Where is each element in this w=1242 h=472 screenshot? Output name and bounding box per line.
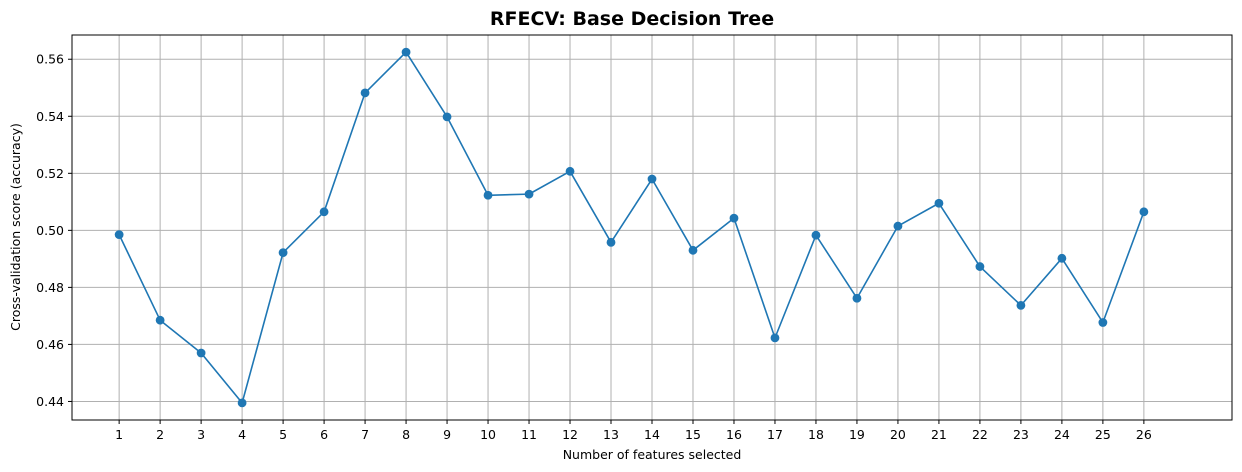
data-point xyxy=(975,262,985,271)
x-tick-label: 12 xyxy=(562,427,578,442)
data-point xyxy=(647,174,657,184)
x-tick-label: 17 xyxy=(767,427,783,442)
x-tick-label: 3 xyxy=(197,427,205,442)
data-point xyxy=(360,88,370,98)
data-point xyxy=(1016,300,1026,310)
x-tick-label: 13 xyxy=(603,427,619,442)
data-point xyxy=(565,166,575,176)
data-point xyxy=(524,189,534,199)
data-point xyxy=(770,333,780,343)
x-tick-label: 18 xyxy=(808,427,824,442)
series-line xyxy=(118,51,1145,404)
data-point xyxy=(852,293,862,303)
x-tick-label: 5 xyxy=(279,427,287,442)
x-tick-label: 6 xyxy=(320,427,328,442)
data-point xyxy=(401,47,411,57)
data-point xyxy=(442,112,452,122)
data-point xyxy=(1057,253,1067,263)
x-tick-label: 9 xyxy=(443,427,451,442)
x-tick-label: 2 xyxy=(156,427,164,442)
data-point xyxy=(483,190,493,200)
chart-title: RFECV: Base Decision Tree xyxy=(490,8,774,30)
x-tick-label: 10 xyxy=(480,427,496,442)
data-point xyxy=(893,221,903,231)
data-point xyxy=(319,207,329,217)
x-tick-label: 26 xyxy=(1136,427,1152,442)
x-tick-label: 19 xyxy=(849,427,865,442)
x-tick-label: 15 xyxy=(685,427,701,442)
x-tick-label: 4 xyxy=(238,427,246,442)
data-point xyxy=(811,230,821,240)
x-tick-label: 21 xyxy=(931,427,947,442)
data-point xyxy=(114,230,124,240)
data-point xyxy=(934,198,944,208)
x-tick-label: 7 xyxy=(361,427,369,442)
y-tick-label: 0.50 xyxy=(36,223,64,238)
x-tick-label: 22 xyxy=(972,427,988,442)
y-tick-label: 0.48 xyxy=(36,280,64,295)
x-tick-label: 16 xyxy=(726,427,742,442)
data-point xyxy=(606,237,616,247)
x-tick-label: 11 xyxy=(521,427,537,442)
y-axis-label: Cross-validation score (accuracy) xyxy=(8,123,23,331)
y-tick-label: 0.46 xyxy=(36,337,64,352)
data-point xyxy=(278,248,288,257)
y-tick-label: 0.52 xyxy=(36,166,64,181)
y-tick-label: 0.56 xyxy=(36,52,64,67)
data-point xyxy=(688,245,698,255)
data-point xyxy=(729,213,739,223)
data-point xyxy=(1098,318,1108,327)
x-tick-label: 25 xyxy=(1095,427,1111,442)
x-tick-label: 8 xyxy=(402,427,410,442)
y-axis: 0.44 0.46 0.48 0.50 0.52 0.54 0.56 xyxy=(36,52,72,409)
grid xyxy=(72,35,1232,420)
y-tick-label: 0.44 xyxy=(36,394,64,409)
x-tick-label: 20 xyxy=(890,427,906,442)
x-axis: 1 2 3 4 5 6 7 8 9 10 11 12 13 14 15 16 17 18 19 20 21 22 23 24 2… xyxy=(115,420,1152,442)
data-point xyxy=(237,398,247,408)
x-tick-label: 24 xyxy=(1054,427,1070,442)
data-point xyxy=(1139,207,1149,217)
data-point xyxy=(155,315,165,325)
x-axis-label: Number of features selected xyxy=(563,447,742,462)
x-tick-label: 1 xyxy=(115,427,123,442)
data-point xyxy=(196,348,206,358)
x-tick-label: 23 xyxy=(1013,427,1029,442)
series-layer xyxy=(114,47,1149,408)
y-tick-label: 0.54 xyxy=(36,109,64,124)
x-tick-label: 14 xyxy=(644,427,660,442)
